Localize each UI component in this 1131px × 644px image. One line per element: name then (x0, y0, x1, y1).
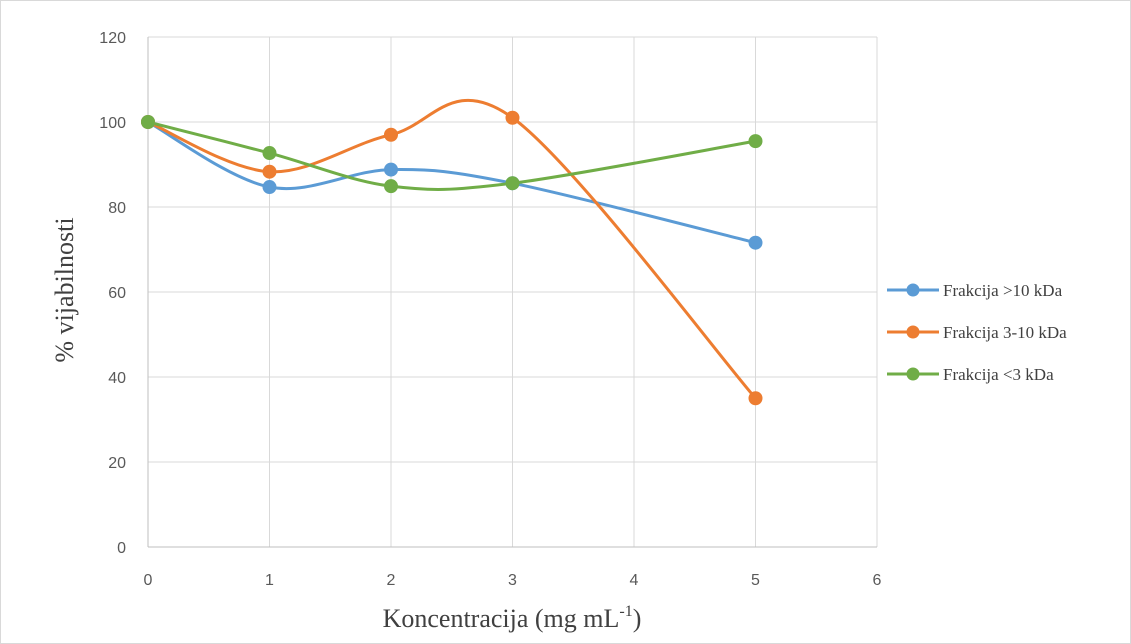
legend: Frakcija >10 kDa Frakcija 3-10 kDa Frakcij… (887, 281, 1067, 384)
x-tick-label: 3 (508, 572, 517, 589)
legend-marker-2 (906, 325, 920, 339)
data-point-series-2 (384, 127, 398, 142)
y-tick-label: 80 (108, 200, 126, 217)
x-tick-label: 6 (873, 572, 882, 589)
data-point-series-1 (748, 235, 763, 250)
y-tick-label: 0 (117, 540, 126, 557)
x-axis-title-main: Koncentracija (mg mL (383, 604, 620, 633)
y-axis-title: % vijabilnosti (50, 217, 79, 362)
legend-label-3: Frakcija <3 kDa (943, 365, 1054, 384)
x-tick-label: 2 (387, 572, 396, 589)
x-tick-label: 0 (144, 572, 153, 589)
series-line-3 (146, 120, 757, 191)
x-axis-title-superscript: -1 (619, 603, 632, 620)
series-line-2 (146, 98, 757, 400)
data-point-series-2 (262, 164, 277, 179)
legend-label-1: Frakcija >10 kDa (943, 281, 1063, 300)
data-point-series-3 (141, 115, 155, 129)
series-markers (141, 110, 763, 406)
data-point-series-3 (748, 134, 763, 149)
series-line-1 (146, 120, 757, 245)
y-tick-label: 40 (108, 370, 126, 387)
x-tick-label: 1 (265, 572, 274, 589)
legend-marker-1 (906, 283, 920, 297)
y-tick-label: 60 (108, 285, 126, 302)
x-axis-title-suffix: ) (633, 604, 642, 633)
data-point-series-3 (505, 176, 520, 191)
x-tick-label: 5 (751, 572, 760, 589)
data-point-series-3 (262, 146, 277, 161)
data-point-series-1 (384, 162, 398, 177)
legend-label-2: Frakcija 3-10 kDa (943, 323, 1067, 342)
y-tick-label: 100 (99, 115, 126, 132)
series-lines (146, 98, 757, 400)
y-tick-label: 20 (108, 455, 126, 472)
data-point-series-3 (384, 179, 398, 194)
y-tick-label: 120 (99, 30, 126, 47)
x-axis-title: Koncentracija (mg mL-1) (383, 603, 642, 633)
data-point-series-2 (748, 391, 763, 406)
legend-marker-3 (906, 367, 920, 381)
data-point-series-1 (262, 180, 277, 195)
x-tick-label: 4 (630, 572, 639, 589)
tick-labels: 0 20 40 60 80 100 120 0 1 2 3 4 5 6 (99, 30, 881, 589)
data-point-series-2 (505, 110, 520, 125)
